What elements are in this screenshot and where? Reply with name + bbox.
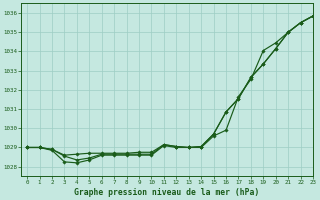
X-axis label: Graphe pression niveau de la mer (hPa): Graphe pression niveau de la mer (hPa) bbox=[74, 188, 260, 197]
